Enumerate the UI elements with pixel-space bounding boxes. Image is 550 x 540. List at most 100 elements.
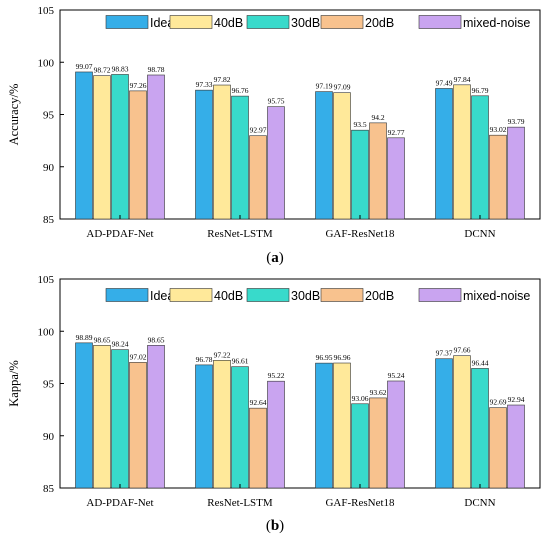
bar-40db-ad-pdaf-net	[93, 75, 111, 220]
bar-20db-gaf-resnet18	[369, 397, 387, 489]
legend: Ideal 40dB 30dB 20dB mixed-noise	[105, 15, 530, 30]
bar-ideal-gaf-resnet18	[315, 362, 333, 489]
x-tick-label: ResNet-LSTM	[207, 228, 273, 240]
y-axis-label: Kappa/%	[7, 360, 21, 407]
bar-mixed-noise-dcnn	[507, 404, 525, 489]
bar-mixed-noise-resnet-lstm	[267, 380, 285, 489]
legend-swatch-30db	[246, 288, 290, 302]
data-label: 92.69	[490, 398, 507, 407]
bar-mixed-noise-ad-pdaf-net	[147, 74, 165, 220]
data-label: 93.06	[352, 394, 369, 403]
bar-mixed-noise-ad-pdaf-net	[147, 345, 165, 489]
legend-label-30db: 30dB	[291, 16, 320, 30]
bar-30db-dcnn	[471, 95, 489, 220]
bar-ideal-gaf-resnet18	[315, 91, 333, 220]
data-label: 97.33	[196, 80, 213, 89]
x-tick-label: AD-PDAF-Net	[86, 228, 153, 240]
data-label: 97.82	[214, 75, 231, 84]
legend-label-40db: 40dB	[214, 16, 243, 30]
bar-mixed-noise-dcnn	[507, 126, 525, 220]
data-label: 97.19	[316, 82, 333, 91]
legend-label-20db: 20dB	[365, 16, 394, 30]
bar-20db-resnet-lstm	[249, 135, 267, 220]
data-label: 96.78	[196, 355, 213, 364]
bar-20db-dcnn	[489, 134, 507, 220]
bar-20db-resnet-lstm	[249, 407, 267, 489]
y-tick-label: 105	[38, 274, 55, 286]
x-tick-label: ResNet-LSTM	[207, 497, 273, 509]
data-label: 96.95	[316, 353, 333, 362]
x-tick-label: GAF-ResNet18	[325, 228, 395, 240]
data-label: 98.78	[148, 65, 165, 74]
data-label: 96.61	[232, 357, 249, 366]
bar-ideal-resnet-lstm	[195, 89, 213, 220]
legend-swatch-ideal	[105, 288, 149, 302]
data-label: 93.02	[490, 125, 507, 134]
legend-swatch-20db	[320, 288, 364, 302]
bar-ideal-resnet-lstm	[195, 364, 213, 489]
bar-30db-gaf-resnet18	[351, 403, 369, 489]
data-label: 96.44	[472, 358, 489, 367]
y-tick-label: 95	[43, 379, 55, 391]
data-label: 93.5	[353, 120, 366, 129]
y-tick-label: 90	[43, 431, 55, 443]
data-label: 98.65	[94, 335, 111, 344]
y-tick-label: 85	[43, 214, 55, 226]
x-tick-label: AD-PDAF-Net	[86, 497, 153, 509]
legend-swatch-30db	[246, 15, 290, 29]
data-label: 93.62	[370, 388, 387, 397]
legend-swatch-40db	[169, 15, 213, 29]
legend-label-40db: 40dB	[214, 289, 243, 303]
data-label: 97.26	[130, 81, 147, 90]
bar-30db-resnet-lstm	[231, 95, 249, 220]
bar-30db-gaf-resnet18	[351, 129, 369, 220]
data-label: 98.65	[148, 335, 165, 344]
x-tick-label: DCNN	[464, 497, 495, 509]
data-label: 92.97	[250, 126, 267, 135]
data-label: 95.22	[268, 371, 285, 380]
bar-40db-gaf-resnet18	[333, 362, 351, 489]
legend-label-mixed-noise: mixed-noise	[463, 16, 530, 30]
panel-caption: (a)	[266, 250, 284, 266]
data-label: 96.79	[472, 86, 489, 95]
bar-mixed-noise-gaf-resnet18	[387, 380, 405, 489]
data-label: 97.49	[436, 78, 453, 87]
y-axis-label: Accuracy/%	[7, 84, 21, 146]
bar-30db-dcnn	[471, 368, 489, 489]
bar-ideal-ad-pdaf-net	[75, 71, 93, 220]
data-label: 96.96	[334, 353, 351, 362]
data-label: 99.07	[76, 62, 93, 71]
legend-swatch-ideal	[105, 15, 149, 29]
bar-40db-resnet-lstm	[213, 84, 231, 220]
x-tick-label: GAF-ResNet18	[325, 497, 395, 509]
bar-30db-ad-pdaf-net	[111, 349, 129, 489]
bar-40db-gaf-resnet18	[333, 92, 351, 220]
data-label: 97.09	[334, 83, 351, 92]
bar-ideal-dcnn	[435, 88, 453, 220]
y-tick-label: 85	[43, 483, 55, 495]
bar-mixed-noise-gaf-resnet18	[387, 137, 405, 220]
bar-40db-resnet-lstm	[213, 360, 231, 489]
data-label: 92.64	[250, 398, 267, 407]
data-label: 98.72	[94, 66, 111, 75]
y-tick-label: 100	[38, 326, 55, 338]
bar-mixed-noise-resnet-lstm	[267, 106, 285, 220]
legend-swatch-mixed-noise	[418, 15, 462, 29]
data-label: 97.84	[454, 75, 471, 84]
panel-caption: (b)	[266, 518, 284, 534]
legend-label-20db: 20dB	[365, 289, 394, 303]
data-label: 98.89	[76, 333, 93, 342]
legend-swatch-40db	[169, 288, 213, 302]
data-label: 92.94	[508, 395, 525, 404]
legend-swatch-mixed-noise	[418, 288, 462, 302]
data-label: 94.2	[371, 113, 384, 122]
legend-label-mixed-noise: mixed-noise	[463, 289, 530, 303]
data-label: 97.66	[454, 346, 471, 355]
bar-40db-ad-pdaf-net	[93, 345, 111, 489]
legend-swatch-20db	[320, 15, 364, 29]
bar-20db-dcnn	[489, 407, 507, 489]
bar-30db-ad-pdaf-net	[111, 74, 129, 220]
